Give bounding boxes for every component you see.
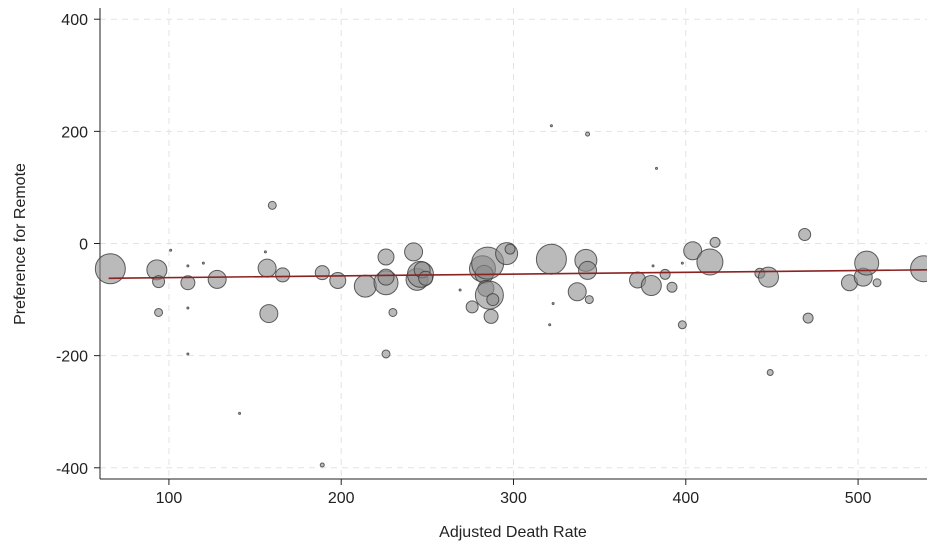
x-axis-title: Adjusted Death Rate bbox=[439, 524, 587, 541]
data-point bbox=[267, 200, 277, 210]
data-point bbox=[486, 293, 500, 307]
data-point bbox=[659, 268, 671, 280]
data-point bbox=[567, 282, 587, 302]
data-point bbox=[259, 304, 279, 324]
fit-line bbox=[108, 269, 927, 280]
data-point bbox=[238, 411, 242, 415]
data-point bbox=[802, 312, 814, 324]
data-point bbox=[458, 288, 462, 292]
data-point bbox=[677, 320, 687, 330]
data-point bbox=[377, 248, 395, 266]
data-point bbox=[798, 228, 812, 242]
x-tick-label: 500 bbox=[845, 490, 872, 507]
data-point bbox=[655, 166, 659, 170]
data-point bbox=[504, 243, 516, 255]
data-point bbox=[152, 275, 166, 289]
data-point bbox=[680, 261, 684, 265]
x-tick-label: 300 bbox=[500, 490, 527, 507]
data-point bbox=[651, 264, 655, 268]
data-point bbox=[353, 274, 377, 298]
data-point bbox=[154, 307, 164, 317]
ticks: 100 200 300 400 500 -400 -200 0 200 400 bbox=[56, 12, 872, 507]
data-point bbox=[275, 267, 291, 283]
data-point bbox=[483, 308, 499, 324]
y-tick-label: -400 bbox=[56, 461, 88, 478]
grid bbox=[100, 8, 927, 479]
data-point bbox=[319, 462, 325, 468]
x-tick-label: 200 bbox=[328, 490, 355, 507]
data-point bbox=[186, 264, 190, 268]
data-point bbox=[186, 352, 190, 356]
data-point bbox=[388, 307, 398, 317]
data-point bbox=[377, 268, 395, 286]
data-point bbox=[465, 300, 479, 314]
data-point bbox=[257, 258, 277, 278]
data-point bbox=[757, 266, 779, 288]
data-point bbox=[666, 281, 678, 293]
data-point bbox=[201, 261, 205, 265]
data-point bbox=[314, 265, 330, 281]
y-tick-label: -200 bbox=[56, 349, 88, 366]
data-point bbox=[551, 301, 555, 305]
data-point bbox=[549, 124, 553, 128]
data-point bbox=[535, 243, 567, 275]
data-point bbox=[696, 248, 724, 276]
y-axis-title: Preference for Remote bbox=[12, 163, 29, 325]
data-point bbox=[578, 260, 598, 280]
data-point bbox=[585, 131, 591, 137]
data-point bbox=[683, 241, 703, 261]
data-point bbox=[418, 270, 434, 286]
x-tick-label: 400 bbox=[672, 490, 699, 507]
data-point bbox=[381, 349, 391, 359]
y-tick-label: 0 bbox=[79, 237, 88, 254]
y-tick-label: 200 bbox=[61, 124, 88, 141]
data-point bbox=[640, 275, 662, 297]
y-tick-label: 400 bbox=[61, 12, 88, 29]
data-point bbox=[910, 255, 927, 283]
data-point bbox=[94, 253, 126, 285]
data-point bbox=[180, 275, 196, 291]
data-point bbox=[404, 242, 424, 262]
data-point bbox=[207, 269, 227, 289]
x-tick-label: 100 bbox=[156, 490, 183, 507]
data-point bbox=[548, 323, 552, 327]
data-point bbox=[854, 250, 880, 276]
data-point bbox=[169, 248, 173, 252]
data-point bbox=[709, 236, 721, 248]
data-point bbox=[263, 250, 267, 254]
data-point bbox=[329, 272, 347, 290]
data-point bbox=[872, 278, 882, 288]
data-point bbox=[766, 368, 774, 376]
fit-line-group bbox=[108, 269, 927, 280]
data-point bbox=[584, 295, 594, 305]
data-point bbox=[186, 306, 190, 310]
